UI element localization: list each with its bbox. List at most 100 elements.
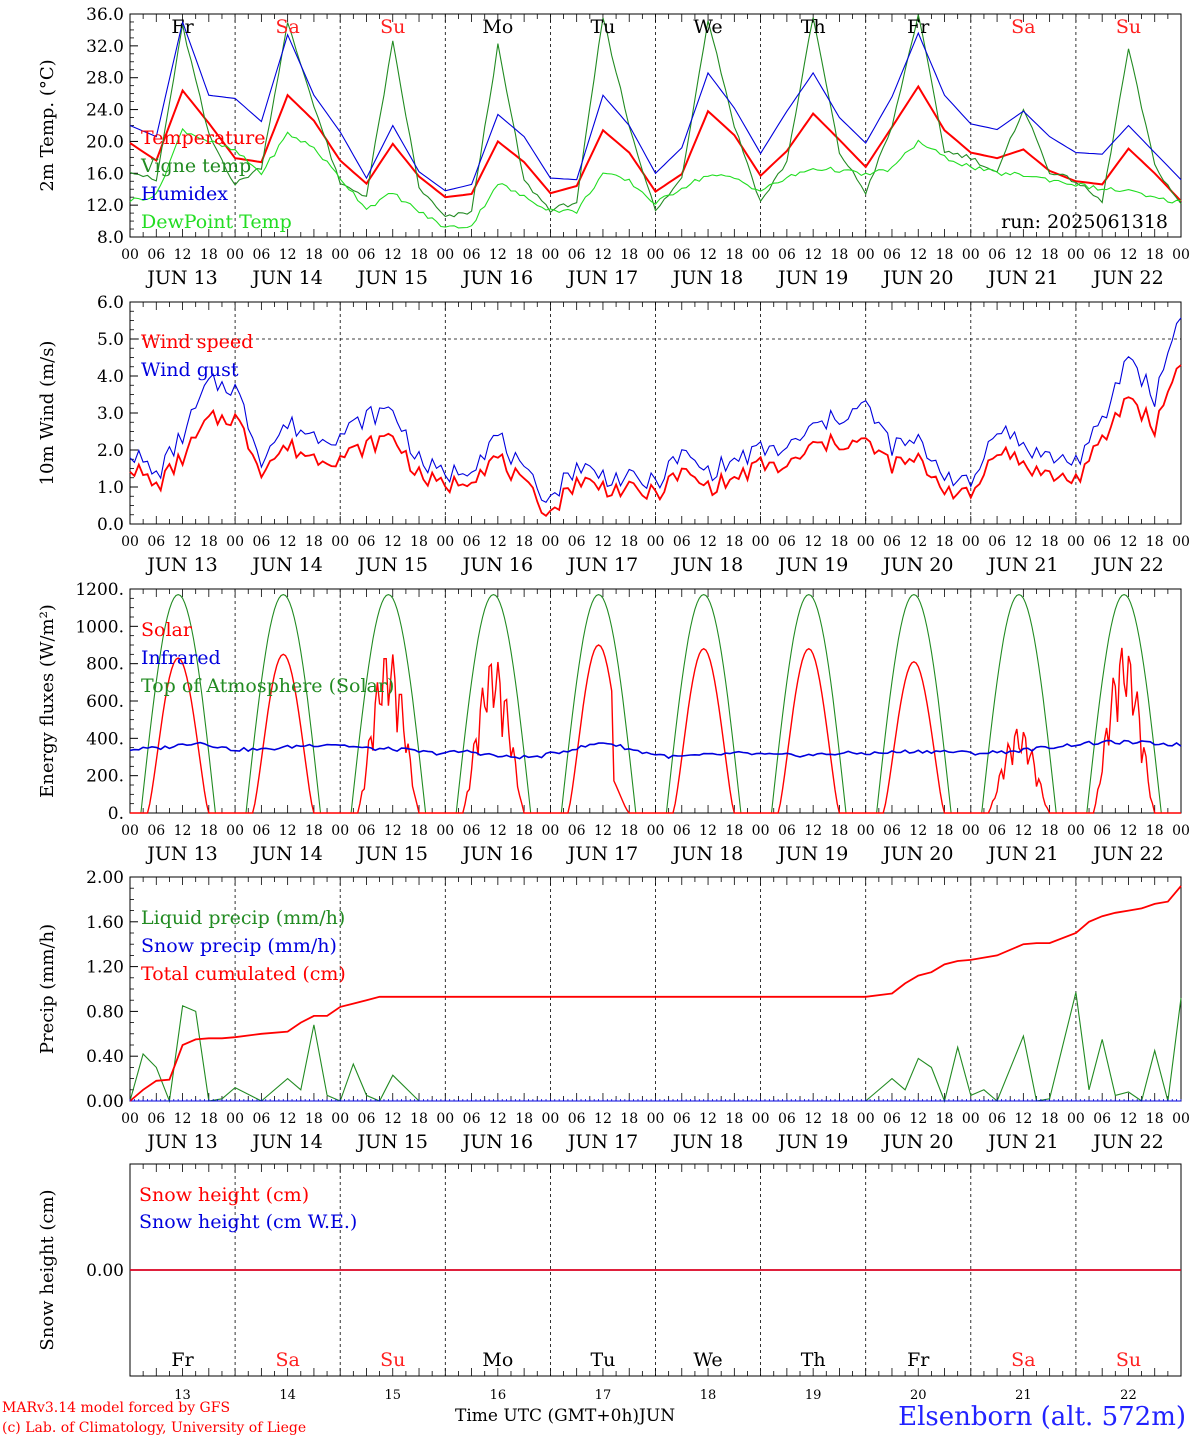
hour-tick-label: 18 — [1146, 534, 1164, 550]
legend-entry: Total cumulated (cm) — [141, 963, 346, 985]
weekday-label: Su — [380, 16, 405, 38]
hour-tick-label: 12 — [1014, 534, 1032, 550]
day-number-label: 17 — [595, 1388, 612, 1403]
legend-entry: Temperature — [141, 127, 265, 149]
hour-tick-label: 12 — [489, 1111, 507, 1127]
weekday-label: Sa — [275, 16, 299, 38]
y-tick-label: 200. — [86, 767, 124, 787]
hour-tick-label: 12 — [489, 823, 507, 839]
y-tick-label: 8.0 — [97, 228, 124, 248]
hour-tick-label: 00 — [857, 823, 875, 839]
hour-tick-label: 18 — [200, 534, 218, 550]
date-label: JUN 19 — [776, 554, 848, 576]
date-label: JUN 16 — [461, 843, 533, 865]
date-label: JUN 15 — [356, 1131, 428, 1153]
series-wind-speed — [129, 364, 1182, 517]
y-tick-label: 2.00 — [86, 868, 124, 888]
hour-tick-label: 06 — [883, 247, 901, 263]
hour-tick-label: 12 — [909, 247, 927, 263]
hour-tick-label: 00 — [647, 1111, 665, 1127]
hour-tick-label: 00 — [436, 823, 454, 839]
hour-tick-label: 00 — [1067, 534, 1085, 550]
hour-tick-label: 18 — [410, 823, 428, 839]
series-vigne-temp — [129, 14, 1182, 218]
hour-tick-label: 00 — [121, 1111, 139, 1127]
date-label: JUN 20 — [881, 843, 953, 865]
hour-tick-label: 12 — [804, 1111, 822, 1127]
hour-tick-label: 12 — [804, 247, 822, 263]
day-number-label: 16 — [490, 1388, 507, 1403]
y-tick-label: 5.0 — [97, 330, 124, 350]
day-number-label: 14 — [279, 1388, 296, 1403]
y-tick-label: 2.0 — [97, 441, 124, 461]
hour-tick-label: 00 — [436, 1111, 454, 1127]
hour-tick-label: 18 — [305, 1111, 323, 1127]
hour-tick-label: 18 — [725, 1111, 743, 1127]
date-label: JUN 21 — [986, 1131, 1058, 1153]
panel-frame — [129, 13, 1182, 238]
hour-tick-label: 18 — [725, 247, 743, 263]
hour-tick-label: 12 — [909, 534, 927, 550]
hour-tick-label: 18 — [831, 1111, 849, 1127]
hour-tick-label: 00 — [331, 823, 349, 839]
hour-tick-label: 12 — [1120, 247, 1138, 263]
date-label: JUN 22 — [1091, 554, 1163, 576]
day-number-label: 15 — [384, 1388, 401, 1403]
hour-tick-label: 06 — [358, 823, 376, 839]
hour-tick-label: 00 — [752, 1111, 770, 1127]
hour-tick-label: 12 — [804, 534, 822, 550]
weekday-label: Su — [1116, 16, 1141, 38]
hour-tick-label: 06 — [673, 534, 691, 550]
hour-tick-label: 12 — [699, 823, 717, 839]
y-tick-label: 16.0 — [86, 164, 124, 184]
hour-tick-label: 18 — [200, 247, 218, 263]
date-label: JUN 15 — [356, 267, 428, 289]
date-label: JUN 17 — [566, 267, 638, 289]
hour-tick-label: 00 — [857, 534, 875, 550]
hour-tick-label: 12 — [384, 823, 402, 839]
hour-tick-label: 18 — [1041, 534, 1059, 550]
hour-tick-label: 12 — [1014, 823, 1032, 839]
hour-tick-label: 12 — [1014, 1111, 1032, 1127]
date-label: JUN 13 — [145, 843, 217, 865]
date-label: JUN 22 — [1091, 1131, 1163, 1153]
y-axis-label: 2m Temp. (°C) — [37, 59, 58, 191]
hour-tick-label: 00 — [226, 247, 244, 263]
hour-tick-label: 18 — [410, 247, 428, 263]
hour-tick-label: 06 — [463, 1111, 481, 1127]
hour-tick-label: 06 — [252, 247, 270, 263]
hour-tick-label: 06 — [252, 534, 270, 550]
y-tick-label: 0. — [108, 804, 124, 824]
hour-tick-label: 06 — [673, 247, 691, 263]
date-label: JUN 15 — [356, 843, 428, 865]
hour-tick-label: 12 — [909, 1111, 927, 1127]
hour-tick-label: 18 — [725, 534, 743, 550]
y-tick-label: 4.0 — [97, 367, 124, 387]
hour-tick-label: 18 — [1146, 247, 1164, 263]
weekday-label: Fr — [907, 1349, 930, 1371]
hour-tick-label: 06 — [358, 247, 376, 263]
hour-tick-label: 12 — [594, 247, 612, 263]
hour-tick-label: 06 — [778, 534, 796, 550]
y-tick-label: 600. — [86, 692, 124, 712]
hour-tick-label: 12 — [1120, 823, 1138, 839]
hour-tick-label: 06 — [778, 823, 796, 839]
hour-tick-label: 12 — [594, 823, 612, 839]
y-tick-label: 0.0 — [97, 515, 124, 535]
hour-tick-label: 00 — [436, 247, 454, 263]
hour-tick-label: 06 — [568, 534, 586, 550]
weekday-label: Mo — [482, 1349, 513, 1371]
hour-tick-label: 00 — [962, 1111, 980, 1127]
hour-tick-label: 12 — [384, 1111, 402, 1127]
weekday-label: Tu — [590, 1349, 615, 1371]
hour-tick-label: 00 — [541, 1111, 559, 1127]
series-total-cumulated-cm- — [129, 885, 1182, 1102]
hour-tick-label: 18 — [936, 534, 954, 550]
y-tick-label: 0.80 — [86, 1002, 124, 1022]
date-label: JUN 19 — [776, 843, 848, 865]
date-label: JUN 20 — [881, 267, 953, 289]
hour-tick-label: 00 — [857, 247, 875, 263]
hour-tick-label: 00 — [962, 247, 980, 263]
hour-tick-label: 06 — [358, 1111, 376, 1127]
hour-tick-label: 06 — [778, 247, 796, 263]
